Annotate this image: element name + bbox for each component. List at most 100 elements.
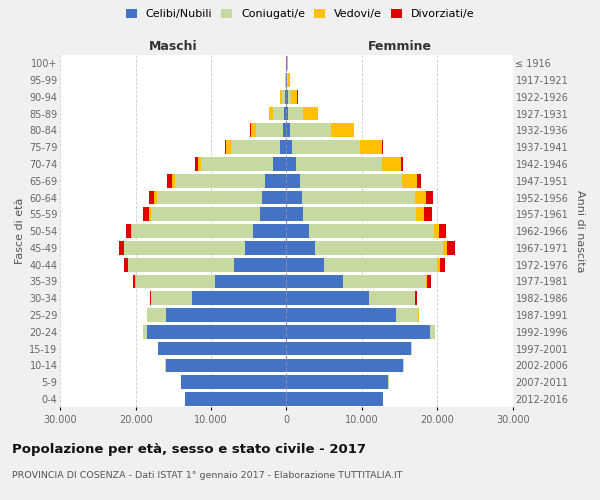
Bar [396,308,418,322]
Bar [194,157,197,171]
Bar [286,73,287,87]
Bar [154,190,157,204]
Bar [280,140,286,154]
Bar [309,224,434,238]
Bar [149,292,151,305]
Bar [256,124,283,138]
Bar [401,157,403,171]
Bar [143,208,149,221]
Bar [286,392,383,406]
Bar [292,140,359,154]
Bar [119,241,124,255]
Bar [303,106,318,120]
Bar [447,241,455,255]
Bar [131,224,132,238]
Bar [128,258,234,272]
Bar [331,124,353,138]
Bar [260,208,286,221]
Bar [286,241,315,255]
Bar [273,157,286,171]
Bar [284,106,286,120]
Bar [157,190,262,204]
Bar [286,274,343,288]
Bar [303,208,416,221]
Bar [166,308,286,322]
Bar [286,325,430,338]
Bar [286,140,292,154]
Bar [151,292,192,305]
Bar [149,190,154,204]
Bar [251,124,256,138]
Bar [285,90,286,104]
Bar [286,358,403,372]
Bar [215,274,286,288]
Bar [285,73,286,87]
Bar [181,376,286,389]
Bar [286,124,290,138]
Bar [224,140,226,154]
Legend: Celibi/Nubili, Coniugati/e, Vedovi/e, Divorziati/e: Celibi/Nubili, Coniugati/e, Vedovi/e, Di… [122,6,478,22]
Bar [265,174,286,188]
Bar [287,90,292,104]
Bar [415,190,426,204]
Bar [439,224,446,238]
Bar [416,208,424,221]
Bar [282,90,285,104]
Bar [286,190,302,204]
Bar [290,124,331,138]
Bar [424,208,432,221]
Text: Maschi: Maschi [149,40,198,53]
Bar [226,140,231,154]
Bar [286,208,303,221]
Bar [287,56,288,70]
Bar [286,157,296,171]
Bar [286,376,388,389]
Bar [286,342,411,355]
Bar [185,392,286,406]
Bar [125,224,131,238]
Bar [382,140,383,154]
Bar [286,174,300,188]
Bar [175,174,265,188]
Bar [286,258,324,272]
Bar [370,292,415,305]
Bar [147,325,286,338]
Bar [234,258,286,272]
Bar [382,157,401,171]
Bar [324,258,437,272]
Bar [417,174,421,188]
Bar [292,90,298,104]
Bar [427,274,431,288]
Bar [245,241,286,255]
Bar [286,308,396,322]
Bar [158,342,286,355]
Bar [426,274,427,288]
Bar [300,174,402,188]
Bar [440,258,445,272]
Bar [269,106,273,120]
Bar [166,358,286,372]
Bar [411,342,412,355]
Bar [250,124,251,138]
Text: PROVINCIA DI COSENZA - Dati ISTAT 1° gennaio 2017 - Elaborazione TUTTITALIA.IT: PROVINCIA DI COSENZA - Dati ISTAT 1° gen… [12,470,403,480]
Bar [149,208,151,221]
Bar [296,157,382,171]
Bar [132,224,253,238]
Bar [443,241,447,255]
Bar [253,224,286,238]
Bar [172,174,175,188]
Bar [353,124,354,138]
Bar [302,190,415,204]
Bar [415,292,417,305]
Y-axis label: Anni di nascita: Anni di nascita [575,190,585,272]
Bar [273,106,284,120]
Bar [151,208,260,221]
Bar [167,174,172,188]
Bar [280,90,282,104]
Bar [286,90,287,104]
Bar [426,190,433,204]
Bar [147,308,166,322]
Bar [192,292,286,305]
Bar [430,325,435,338]
Bar [136,274,215,288]
